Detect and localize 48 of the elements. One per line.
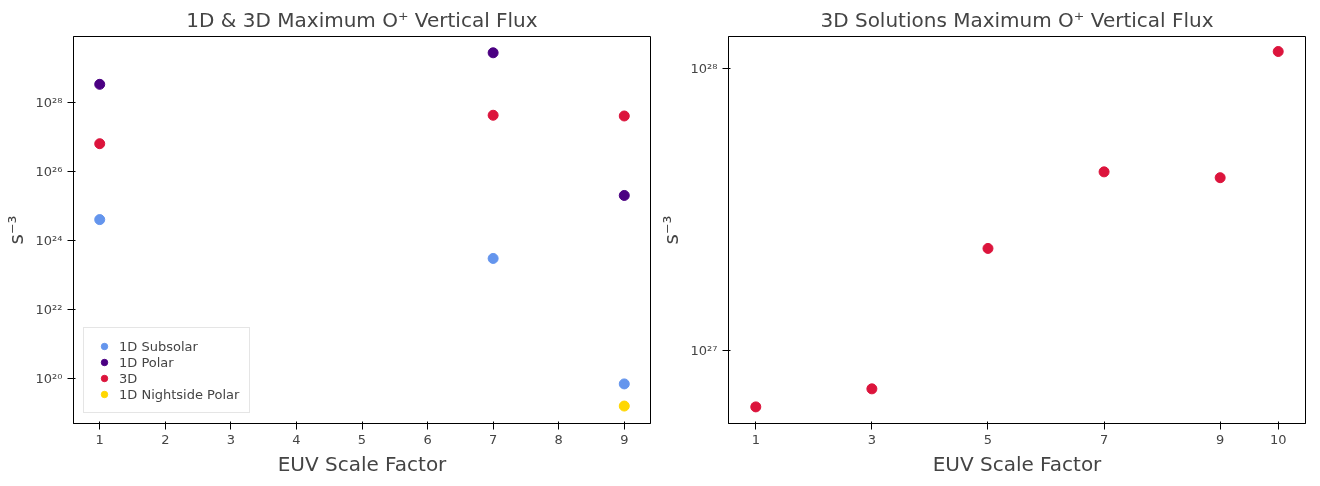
x-tick-label: 6: [423, 431, 432, 447]
point: [866, 383, 878, 395]
legend-label: 1D Subsolar: [119, 338, 198, 354]
legend-label: 1D Polar: [119, 354, 174, 370]
point: [94, 138, 106, 150]
chart-title: 1D & 3D Maximum O⁺ Vertical Flux: [186, 7, 538, 32]
x-tick-label: 1: [751, 431, 760, 447]
x-tick-label: 7: [489, 431, 498, 447]
point: [1214, 172, 1226, 184]
x-tick-label: 9: [620, 431, 629, 447]
y-tick-label: 10²⁰: [35, 371, 63, 387]
y-axis-title: s⁻³: [658, 215, 683, 245]
x-tick-label: 4: [292, 431, 301, 447]
point: [618, 110, 630, 122]
legend-label: 1D Nightside Polar: [119, 386, 240, 402]
x-tick-label: 2: [161, 431, 170, 447]
x-axis-title: EUV Scale Factor: [932, 451, 1103, 476]
x-tick-label: 8: [554, 431, 563, 447]
point: [1098, 166, 1110, 178]
x-tick-label: 1: [95, 431, 104, 447]
x-axis-title: EUV Scale Factor: [277, 451, 448, 476]
x-tick-label: 3: [226, 431, 236, 447]
y-tick-label: 10²⁸: [35, 94, 63, 110]
y-axis-title: s⁻³: [3, 215, 28, 245]
y-tick-label: 10²⁸: [690, 61, 718, 77]
point: [487, 109, 499, 121]
point: [1272, 46, 1284, 57]
point: [618, 378, 630, 390]
x-tick-label: 7: [1099, 431, 1109, 447]
y-tick-label: 10²²: [35, 301, 63, 317]
x-tick-label: 9: [1216, 431, 1225, 447]
point: [618, 189, 630, 201]
chart-title: 3D Solutions Maximum O⁺ Vertical Flux: [820, 7, 1214, 32]
x-tick-label: 5: [983, 431, 993, 447]
x-tick-label: 5: [357, 431, 367, 447]
x-tick-label: 3: [867, 431, 877, 447]
point: [487, 47, 499, 59]
point: [487, 252, 499, 264]
x-tick-label: 10: [1269, 431, 1287, 447]
point: [94, 214, 106, 226]
legend-label: 3D: [119, 370, 139, 386]
y-tick-label: 10²⁶: [35, 163, 63, 179]
y-tick-label: 10²⁴: [35, 232, 63, 248]
point: [982, 242, 994, 254]
y-tick-label: 10²⁷: [690, 342, 718, 358]
point: [618, 400, 630, 412]
point: [750, 401, 762, 413]
point: [94, 78, 106, 90]
